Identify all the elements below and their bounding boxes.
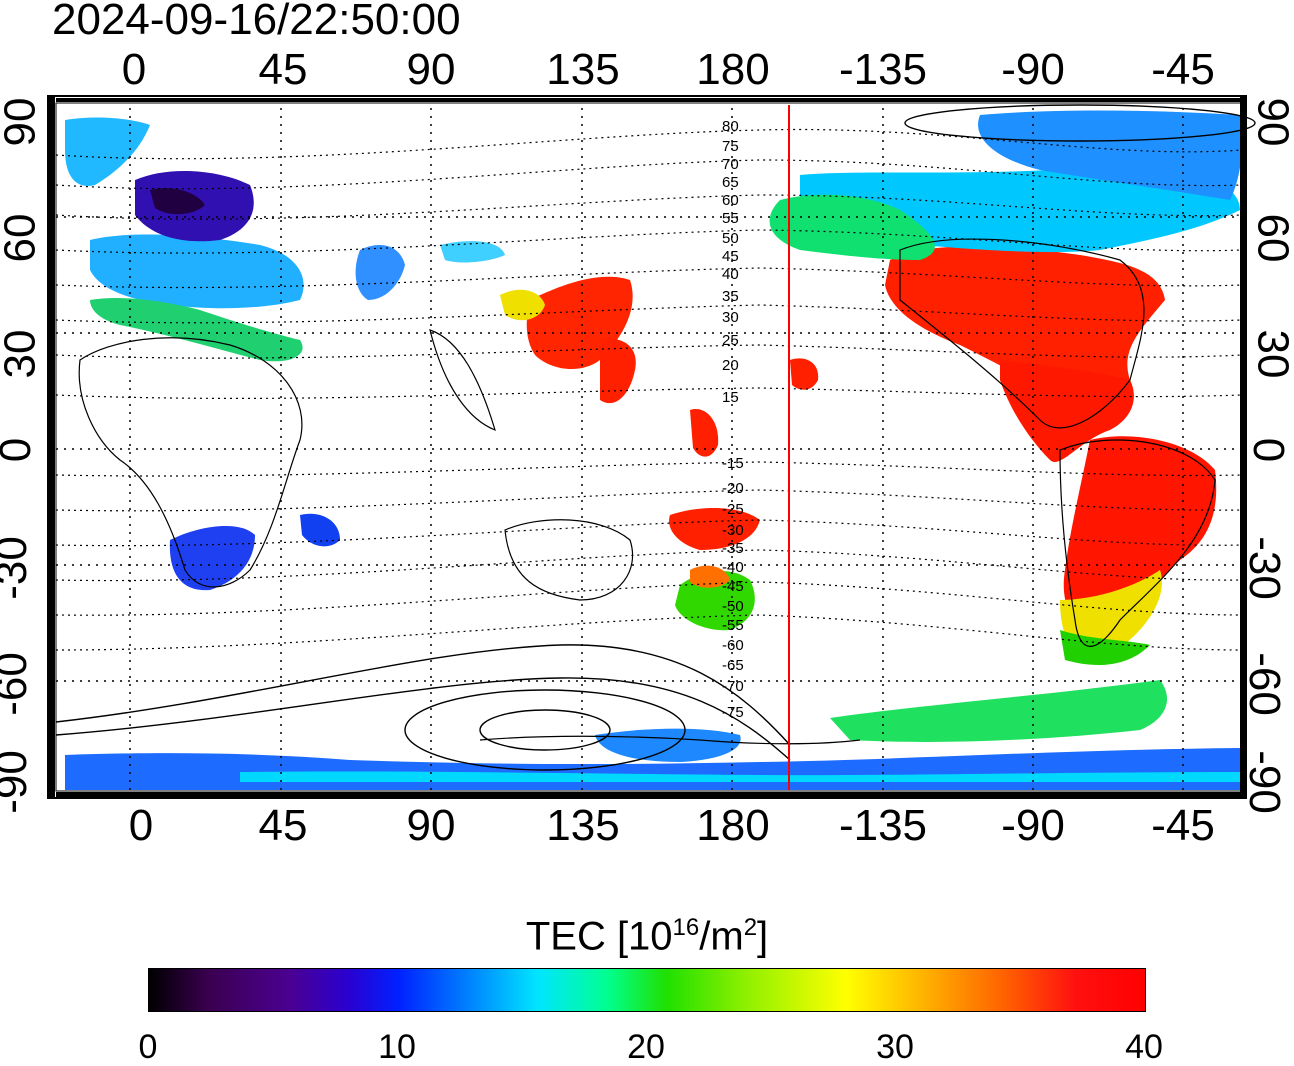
- map-title: 2024-09-16/22:50:00: [52, 0, 461, 44]
- colorbar-label: TEC [1016/m2]: [525, 914, 769, 959]
- lon-tick-bottom: -45: [1151, 801, 1215, 850]
- lon-tick-bottom: 135: [546, 801, 620, 850]
- tec-patch-greenland-north: [65, 117, 150, 186]
- graticule: [56, 100, 1242, 798]
- lon-tick-top: 90: [406, 45, 456, 94]
- contour-label: 55: [722, 210, 739, 227]
- contour-label: 60: [722, 192, 739, 209]
- lat-tick-left: -30: [0, 536, 36, 600]
- contour-label: -35: [722, 540, 744, 557]
- tec-patch-pacific-islands: [600, 338, 636, 404]
- contour-label: 45: [722, 248, 739, 265]
- colorbar-tick: 10: [378, 1028, 416, 1066]
- lat-tick-right: 90: [1248, 97, 1294, 147]
- colorbar-tick: 20: [627, 1028, 665, 1066]
- lon-tick-bottom: 180: [696, 801, 770, 850]
- lat-tick-right: 60: [1248, 213, 1294, 263]
- lon-tick-top: 45: [258, 45, 308, 94]
- contour-label: -15: [722, 455, 744, 472]
- tec-patch-canada-green: [769, 194, 935, 260]
- contour-label: 50: [722, 230, 739, 247]
- lat-tick-right: -30: [1239, 536, 1289, 600]
- tec-patch-new-zealand-top: [690, 565, 730, 588]
- tec-patch-north-america: [885, 246, 1165, 411]
- tec-patch-arctic: [978, 110, 1242, 200]
- colorbar-tick: 30: [876, 1028, 914, 1066]
- tec-patches: [65, 110, 1242, 790]
- lat-tick-left: 0: [0, 438, 40, 462]
- lat-tick-right: 30: [1248, 329, 1294, 379]
- lon-tick-bottom: -135: [838, 801, 928, 850]
- tec-patch-south-africa: [169, 525, 255, 591]
- colorbar: [148, 968, 1146, 1012]
- colorbar-tick: 0: [138, 1028, 158, 1066]
- contour-label: 70: [722, 156, 739, 173]
- lat-tick-left: 90: [0, 97, 45, 147]
- tec-patch-russia: [355, 245, 405, 300]
- contour-label: 30: [722, 309, 739, 326]
- contour-label: -25: [722, 501, 744, 518]
- contour-label: 80: [722, 118, 739, 135]
- contour-label: 20: [722, 357, 739, 374]
- tec-patch-japan-yellow: [500, 289, 545, 321]
- tec-patch-scandinavia-dark: [150, 188, 205, 215]
- tec-patch-antarctic-cyan: [240, 771, 1240, 782]
- lat-tick-left: 30: [0, 329, 45, 379]
- contour-label: -20: [722, 480, 744, 497]
- lon-tick-top: -90: [1001, 45, 1065, 94]
- contour-label: -40: [722, 559, 744, 576]
- colorbar-tick: 40: [1125, 1028, 1163, 1066]
- contour-label: 40: [722, 266, 739, 283]
- lon-tick-bottom: 0: [128, 801, 154, 850]
- tec-patch-mongolia: [440, 241, 505, 263]
- tec-patch-patagonia: [1060, 630, 1150, 665]
- pole-contours: [55, 104, 1256, 771]
- tec-patch-tonga: [690, 409, 719, 457]
- lon-tick-bottom: 90: [406, 801, 456, 850]
- contour-label: -50: [722, 598, 744, 615]
- contour-label: 75: [722, 138, 739, 155]
- tec-patch-south-america: [1063, 436, 1217, 630]
- tec-patch-hawaii: [790, 358, 819, 390]
- tec-patch-europe: [90, 234, 304, 309]
- contour-label: 65: [722, 174, 739, 191]
- tec-patch-mediterranean: [90, 298, 303, 362]
- contour-label: 15: [722, 389, 739, 406]
- lat-tick-left: 60: [0, 213, 45, 263]
- magnetic-contours: [55, 128, 1243, 651]
- lat-tick-right: 0: [1244, 437, 1294, 463]
- lat-tick-left: -90: [0, 750, 36, 814]
- contour-label: -65: [722, 657, 744, 674]
- tec-patch-antarctic-green: [830, 680, 1168, 742]
- contour-label: -55: [722, 617, 744, 634]
- lon-tick-bottom: -90: [1001, 801, 1065, 850]
- contour-label: -70: [722, 678, 744, 695]
- lon-tick-top: 180: [696, 45, 770, 94]
- lat-tick-right: -90: [1239, 750, 1289, 814]
- contour-labels: 80 75 70 65 60 55 50 45 40 35 30 25 20 1…: [722, 118, 744, 721]
- lat-tick-right: -60: [1239, 652, 1289, 716]
- lon-tick-top: -135: [838, 45, 928, 94]
- lon-tick-top: 135: [546, 45, 620, 94]
- contour-label: 25: [722, 332, 739, 349]
- tec-patch-ross-sea: [595, 728, 741, 762]
- tec-patch-madagascar: [300, 513, 340, 547]
- coastlines: [78, 238, 1216, 745]
- lon-tick-top: -45: [1151, 45, 1215, 94]
- contour-label: -60: [722, 637, 744, 654]
- contour-label: -45: [722, 578, 744, 595]
- tec-patch-pacific-south: [669, 508, 760, 550]
- lat-tick-left: -60: [0, 652, 36, 716]
- lon-tick-top: 0: [121, 45, 147, 94]
- contour-label: -75: [722, 704, 744, 721]
- lon-tick-bottom: 45: [258, 801, 308, 850]
- contour-label: -30: [722, 522, 744, 539]
- contour-label: 35: [722, 288, 739, 305]
